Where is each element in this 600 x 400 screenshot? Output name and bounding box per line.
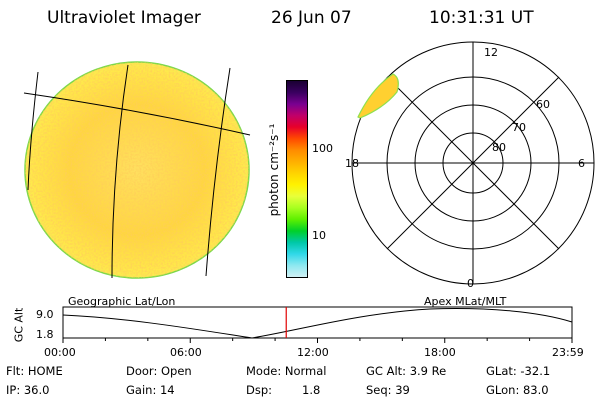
x-tick-label-2359: 23:59 bbox=[552, 346, 584, 359]
polar-outer-circle bbox=[351, 41, 595, 285]
gc-alt-status: GC Alt: 3.9 Re bbox=[366, 364, 447, 378]
mlt-label-18: 18 bbox=[345, 157, 359, 170]
mlt-label-6: 6 bbox=[578, 157, 585, 170]
door-status: Door: Open bbox=[126, 364, 192, 378]
apex-label: Apex MLat/MLT bbox=[424, 295, 507, 308]
mlat-label-60: 60 bbox=[536, 98, 550, 111]
dsp-value: 1.8 bbox=[302, 383, 321, 397]
x-tick-label-1800: 18:00 bbox=[424, 346, 456, 359]
mlat-label-80: 80 bbox=[492, 141, 506, 154]
ip-status: IP: 36.0 bbox=[6, 383, 50, 397]
x-tick-label-0600: 06:00 bbox=[170, 346, 202, 359]
timeline-frame bbox=[62, 306, 573, 339]
seq-status: Seq: 39 bbox=[366, 383, 410, 397]
altitude-curve bbox=[62, 308, 573, 339]
colorbar-unit-label: photon cm⁻²s⁻¹ bbox=[267, 123, 281, 217]
mlt-label-12: 12 bbox=[484, 46, 498, 59]
mlt-label-0: 0 bbox=[467, 277, 474, 290]
meridian-line-1 bbox=[27, 71, 39, 191]
earth-disk bbox=[24, 61, 250, 279]
meridian-line-2 bbox=[111, 64, 129, 279]
time-label: 10:31:31 UT bbox=[429, 8, 534, 28]
glat-status: GLat: -32.1 bbox=[486, 364, 551, 378]
colorbar-gradient bbox=[287, 81, 307, 277]
aurora-patch bbox=[357, 73, 399, 119]
meridian-line-3 bbox=[205, 67, 231, 277]
colorbar-tick-10: 10 bbox=[312, 229, 326, 242]
gain-status: Gain: 14 bbox=[126, 383, 175, 397]
flight-status: Flt: HOME bbox=[6, 364, 63, 378]
x-tick-label-0000: 00:00 bbox=[44, 346, 76, 359]
gc-alt-axis-title: GC Alt bbox=[12, 307, 26, 343]
mode-status: Mode: Normal bbox=[246, 364, 327, 378]
geographic-label: Geographic Lat/Lon bbox=[68, 295, 176, 308]
y-tick-9: 9.0 bbox=[36, 308, 54, 321]
colorbar-tick-100: 100 bbox=[312, 142, 333, 155]
glon-status: GLon: 83.0 bbox=[486, 383, 549, 397]
x-tick-label-1200: 12:00 bbox=[297, 346, 329, 359]
mlat-label-70: 70 bbox=[512, 121, 526, 134]
dsp-label: Dsp: bbox=[246, 383, 273, 397]
polar-circle-60 bbox=[386, 76, 560, 250]
date-label: 26 Jun 07 bbox=[271, 8, 352, 28]
colorbar bbox=[286, 80, 308, 278]
y-tick-1.8: 1.8 bbox=[36, 328, 54, 341]
app-title: Ultraviolet Imager bbox=[47, 8, 201, 28]
latitude-line bbox=[23, 92, 251, 136]
